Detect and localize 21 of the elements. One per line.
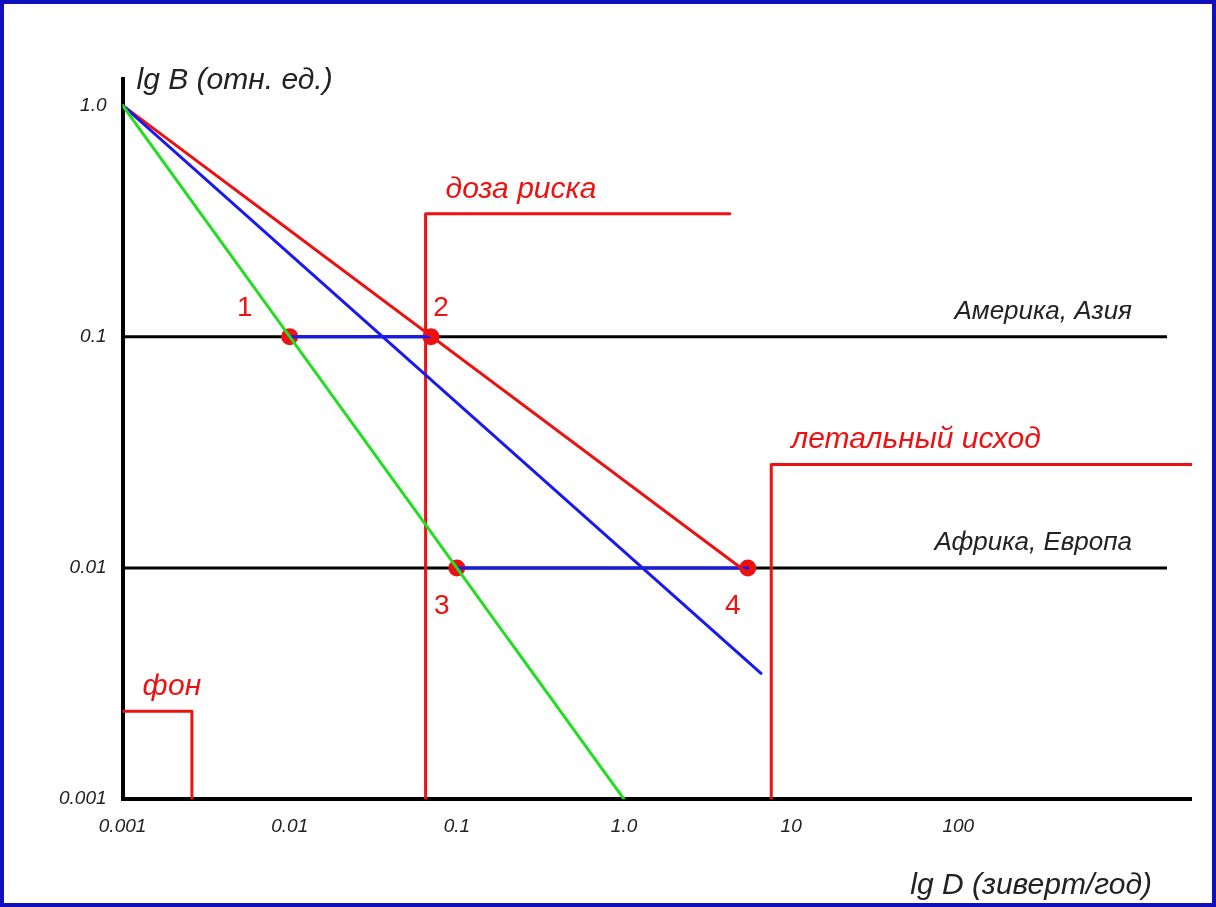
y-axis-title: lg B (отн. ед.) xyxy=(136,62,333,95)
y-tick-label: 1.0 xyxy=(80,93,107,115)
x-tick-label: 100 xyxy=(942,814,975,836)
annotation: 2 xyxy=(433,291,449,323)
ref-line-label: Африка, Европа xyxy=(932,525,1132,556)
series-label: фон xyxy=(142,668,202,702)
y-tick-label: 0.01 xyxy=(69,556,107,578)
ref-line-label: Америка, Азия xyxy=(952,294,1133,325)
x-tick-label: 0.1 xyxy=(443,814,471,836)
annotation: 3 xyxy=(434,588,450,620)
x-axis-title: lg D (зиверт/год) xyxy=(910,867,1152,901)
x-tick-label: 0.001 xyxy=(98,814,147,836)
y-tick-label: 0.1 xyxy=(80,324,107,346)
annotation: 4 xyxy=(724,588,741,620)
y-tick-label: 0.001 xyxy=(59,787,107,809)
annotation: 1 xyxy=(236,291,253,323)
series-label: летальный исход xyxy=(789,421,1041,455)
x-tick-label: 10 xyxy=(780,814,803,836)
x-tick-label: 0.01 xyxy=(271,814,309,836)
x-tick-label: 1.0 xyxy=(610,814,638,836)
series-label: доза риска xyxy=(445,170,597,204)
